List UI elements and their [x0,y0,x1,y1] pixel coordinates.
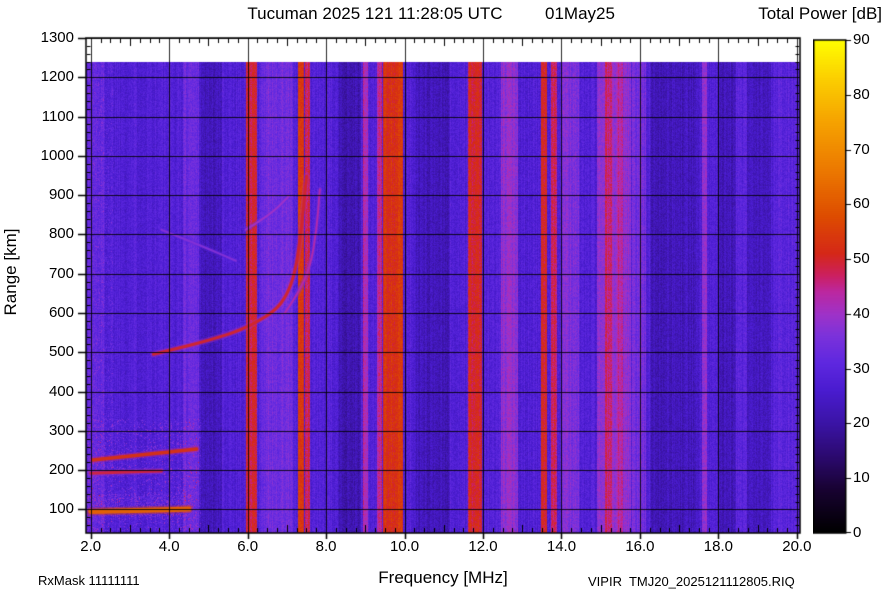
y-tick-label: 1100 [41,107,74,125]
x-tick-label: 16.0 [625,538,655,555]
colorbar-canvas [813,38,859,535]
y-tick-label: 800 [48,225,74,243]
y-tick-label: 500 [48,343,74,361]
colorbar-tick-label: 10 [853,469,870,487]
x-tick-label: 8.0 [315,538,337,555]
colorbar-tick-label: 0 [853,524,862,541]
colorbar-tick-label: 40 [853,304,870,322]
x-tick-label: 6.0 [237,538,259,555]
y-tick-label: 200 [48,461,74,479]
y-tick-label: 1300 [40,29,74,46]
file-reference-label: VIPIR TMJ20_2025121112805.RIQ [588,574,795,589]
colorbar-tick-label: 70 [853,140,870,158]
plot-date-label: 01May25 [545,4,615,23]
plot-title: Tucuman 2025 121 11:28:05 UTC [247,4,503,23]
y-tick-label: 900 [48,186,74,204]
x-tick-label: 14.0 [546,538,577,555]
x-tick-label: 12.0 [468,538,498,555]
y-tick-label: 1200 [40,68,74,86]
rxmask-label: RxMask 11111111 [38,573,140,588]
colorbar-tick-label: 90 [853,31,870,48]
y-tick-label: 700 [48,264,74,282]
x-tick-label: 2.0 [80,538,102,555]
x-tick-label: 20.0 [782,538,812,555]
x-tick-label: 4.0 [158,538,180,555]
colorbar-tick-label: 80 [853,85,870,103]
y-axis-label: Range [km] [1,228,20,316]
x-axis-label: Frequency [MHz] [378,568,508,587]
y-tick-label: 600 [48,304,74,321]
colorbar-tick-label: 20 [853,414,870,432]
y-tick-label: 100 [48,500,74,518]
colorbar-tick-label: 30 [853,359,870,377]
y-tick-label: 300 [48,421,74,439]
colorbar-title: Total Power [dB] [758,4,882,23]
colorbar-tick-label: 60 [853,195,870,213]
colorbar-tick-label: 50 [853,250,870,268]
y-tick-label: 1000 [40,146,74,164]
x-tick-label: 10.0 [389,538,420,555]
y-tick-label: 400 [48,382,74,400]
ionogram-heatmap-canvas [74,36,812,541]
x-tick-label: 18.0 [703,538,733,555]
